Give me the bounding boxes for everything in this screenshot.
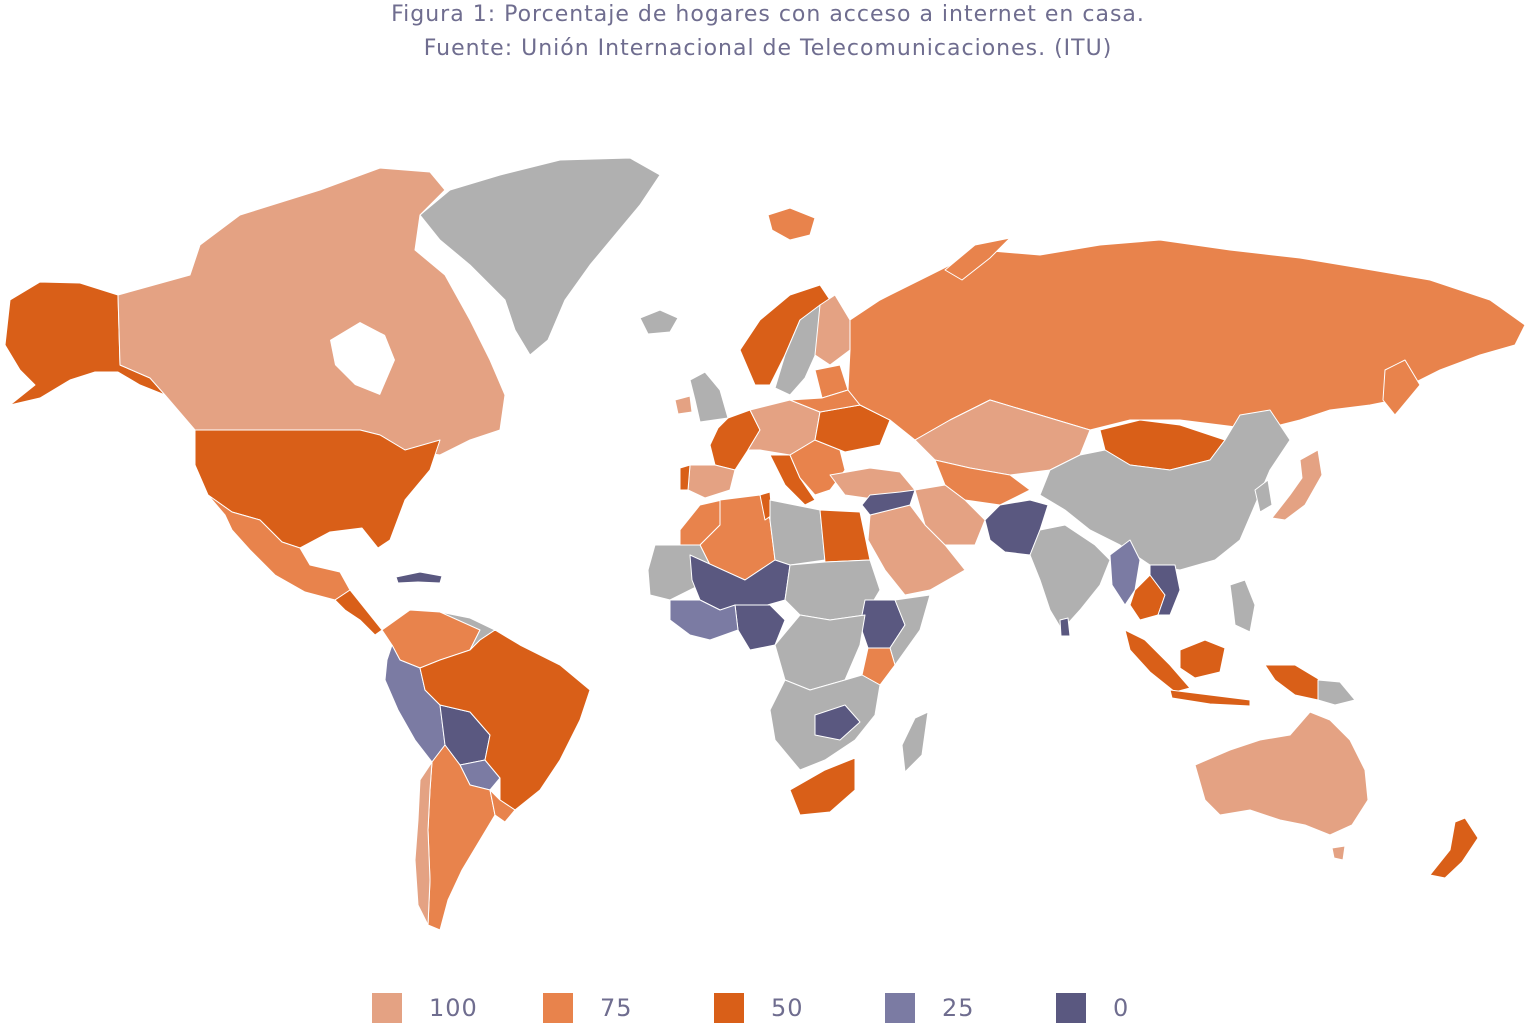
region-south-africa <box>789 757 856 816</box>
region-alaska <box>4 281 166 406</box>
region-indonesia-west <box>1124 629 1191 693</box>
region-chile <box>414 761 433 926</box>
region-central-america <box>334 589 383 636</box>
region-west-coast <box>669 599 739 641</box>
region-arabia <box>867 504 966 596</box>
region-india <box>1029 524 1111 631</box>
legend-swatch-25 <box>885 993 915 1023</box>
region-philippines <box>1229 579 1256 633</box>
legend-label-50: 50 <box>771 994 804 1022</box>
region-brazil <box>419 629 591 811</box>
region-ireland <box>674 395 693 415</box>
region-hudson-bay <box>330 322 395 395</box>
region-iberia <box>687 464 736 499</box>
legend-label-75: 75 <box>600 994 633 1022</box>
legend-item-100: 100 <box>372 992 478 1024</box>
region-uruguay <box>489 789 516 823</box>
region-uk <box>689 371 729 423</box>
legend-item-75: 75 <box>543 992 633 1024</box>
region-zambia <box>814 704 861 741</box>
region-svalbard <box>767 207 816 241</box>
region-sri-lanka <box>1059 617 1071 637</box>
region-egypt <box>819 509 871 563</box>
region-syria-iraq <box>861 489 916 516</box>
region-madagascar <box>901 711 929 773</box>
legend-swatch-75 <box>543 993 573 1023</box>
region-borneo <box>1179 639 1226 679</box>
legend-item-0: 0 <box>1056 992 1129 1024</box>
map-caption-title: Figura 1: Porcentaje de hogares con acce… <box>391 2 1145 27</box>
region-portugal <box>679 464 691 491</box>
region-new-zealand <box>1429 817 1479 879</box>
map-legend: 100 75 50 25 0 <box>0 992 1536 1028</box>
legend-item-25: 25 <box>885 992 975 1024</box>
region-caribbean <box>395 571 443 584</box>
legend-label-0: 0 <box>1113 994 1130 1022</box>
legend-swatch-50 <box>714 993 744 1023</box>
world-map <box>4 157 1526 931</box>
region-sweden <box>774 304 823 396</box>
region-greenland <box>419 157 661 356</box>
region-novaya-zemlya <box>944 237 1011 281</box>
map-caption-source: Fuente: Unión Internacional de Telecomun… <box>423 36 1113 61</box>
region-kenya <box>861 647 896 686</box>
legend-label-25: 25 <box>942 994 975 1022</box>
region-korea <box>1254 479 1273 513</box>
region-russia-far-east <box>1382 359 1421 416</box>
region-libya <box>769 499 826 566</box>
legend-label-100: 100 <box>429 994 478 1022</box>
region-png <box>1317 679 1356 706</box>
legend-swatch-0 <box>1056 993 1086 1023</box>
legend-swatch-100 <box>372 993 402 1023</box>
region-new-guinea <box>1264 664 1321 701</box>
region-finland <box>814 294 851 366</box>
region-tasmania <box>1331 845 1346 861</box>
region-japan <box>1271 449 1323 521</box>
region-indonesia-east <box>1169 689 1251 707</box>
legend-item-50: 50 <box>714 992 804 1024</box>
region-china <box>1039 409 1291 571</box>
region-indochina <box>1149 564 1181 616</box>
region-australia <box>1194 711 1369 836</box>
region-iceland <box>639 309 679 335</box>
